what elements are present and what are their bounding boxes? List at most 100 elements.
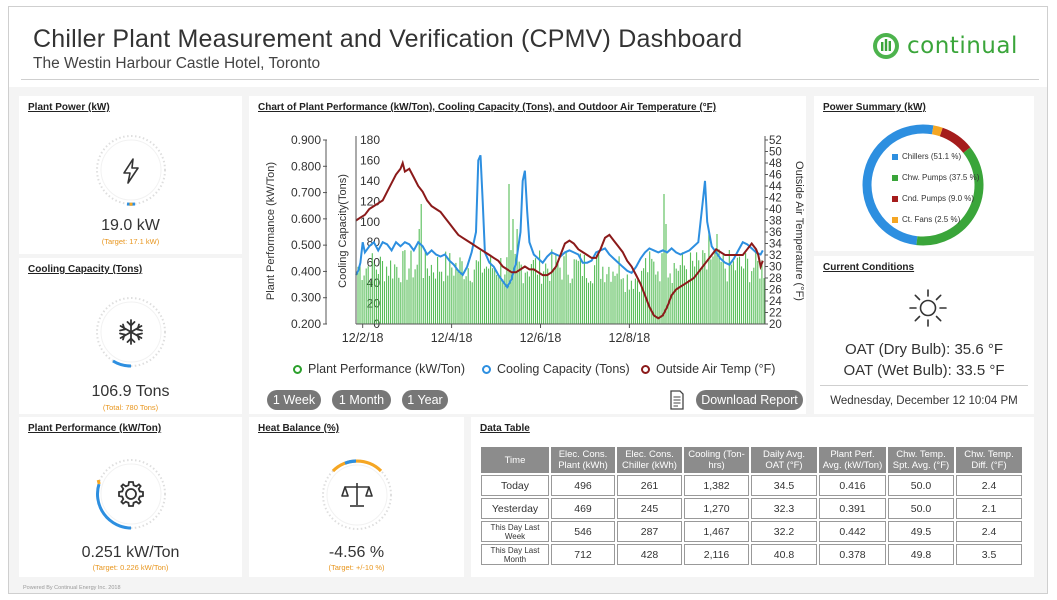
y3-tick-label: 46: [769, 170, 782, 182]
legend-label-cooling: Cooling Capacity (Tons): [497, 362, 630, 376]
y2-tick-label: 100: [360, 215, 380, 229]
x-tick-label: 12/4/18: [431, 331, 473, 345]
table-cell: 32.3: [751, 498, 817, 519]
y1-tick-label: 0.600: [291, 212, 321, 226]
y3-tick-label: 22: [769, 308, 782, 320]
col-elec-plant: Elec. Cons. Plant (kWh): [551, 447, 615, 473]
y3-tick-label: 30: [769, 262, 782, 274]
dashboard-frame: Chiller Plant Measurement and Verificati…: [8, 6, 1048, 594]
ps-legend-chw-pumps: Chw. Pumps (37.5 %): [892, 173, 980, 182]
download-report-button[interactable]: Download Report: [696, 390, 803, 410]
table-cell: 0.391: [819, 498, 886, 519]
col-chw-spt: Chw. Temp. Spt. Avg. (°F): [888, 447, 954, 473]
legend-label-performance: Plant Performance (kW/Ton): [308, 362, 465, 376]
y3-tick-label: 42: [769, 193, 782, 205]
power-summary-title: Power Summary (kW): [823, 102, 926, 113]
legend-label-oat: Outside Air Temp (°F): [656, 362, 776, 376]
plant-performance-gauge: [96, 459, 166, 530]
legend-marker-cooling: [482, 364, 491, 374]
legend-item-cooling[interactable]: Cooling Capacity (Tons): [482, 362, 630, 376]
data-table-panel: Data Table Time Elec. Cons. Plant (kWh) …: [471, 417, 1034, 577]
range-1-week-button[interactable]: 1 Week: [267, 390, 321, 410]
plant-power-gauge: [96, 135, 166, 206]
ps-swatch-chillers: [892, 153, 898, 160]
ps-swatch-cnd-pumps: [892, 195, 898, 202]
plant-power-title: Plant Power (kW): [28, 102, 110, 113]
page-subtitle: The Westin Harbour Castle Hotel, Toronto: [33, 55, 321, 72]
outside-air-temp-line: [355, 159, 764, 320]
heat-balance-title: Heat Balance (%): [258, 423, 340, 434]
x-tick-label: 12/8/18: [609, 331, 651, 345]
oat-dry-bulb: OAT (Dry Bulb): 35.6 °F: [845, 341, 1003, 358]
table-cell: 1,382: [684, 475, 749, 496]
ps-label-chillers: Chillers (51.1 %): [902, 152, 962, 161]
table-cell: 2.4: [956, 521, 1022, 542]
page-title: Chiller Plant Measurement and Verificati…: [33, 25, 743, 53]
col-chw-diff: Chw. Temp. Diff. (°F): [956, 447, 1022, 473]
plant-power-target: (Target: 17.1 kW): [101, 237, 160, 246]
table-cell: 287: [617, 521, 682, 542]
y1-tick-label: 0.900: [291, 133, 321, 147]
table-cell: 34.5: [751, 475, 817, 496]
y3-tick-label: 32: [769, 250, 782, 262]
continual-logo-icon: [873, 33, 899, 59]
y1-tick-label: 0.400: [291, 264, 321, 278]
table-cell: 40.8: [751, 544, 817, 565]
col-daily-oat: Daily Avg. OAT (°F): [751, 447, 817, 473]
legend-item-oat[interactable]: Outside Air Temp (°F): [641, 362, 775, 376]
table-cell: 712: [551, 544, 615, 565]
ps-legend-chillers: Chillers (51.1 %): [892, 152, 961, 161]
ps-legend-cnd-pumps: Cnd. Pumps (9.0 %): [892, 194, 974, 203]
y3-tick-label: 52: [769, 135, 782, 147]
table-row: This Day Last Month 712 428 2,116 40.8 0…: [481, 544, 1022, 565]
donut-segment-chw-pumps[interactable]: [916, 147, 984, 246]
plant-performance-target: (Target: 0.226 kW/Ton): [92, 563, 169, 572]
document-icon[interactable]: [669, 390, 685, 410]
table-cell: 50.0: [888, 475, 954, 496]
table-cell: 1,270: [684, 498, 749, 519]
y3-tick-label: 26: [769, 285, 782, 297]
table-cell: 245: [617, 498, 682, 519]
current-datetime: Wednesday, December 12 10:04 PM: [830, 395, 1018, 407]
performance-chart-panel: Chart of Plant Performance (kW/Ton), Coo…: [249, 96, 806, 414]
y3-tick-label: 40: [769, 204, 782, 216]
y2-tick-label: 120: [360, 194, 380, 208]
table-cell: 0.442: [819, 521, 886, 542]
table-row: Today 496 261 1,382 34.5 0.416 50.0 2.4: [481, 475, 1022, 496]
y2-tick-label: 140: [360, 174, 380, 188]
table-cell: 2.1: [956, 498, 1022, 519]
table-cell: 0.416: [819, 475, 886, 496]
table-cell: 496: [551, 475, 615, 496]
power-summary-donut: [862, 124, 984, 246]
lightning-icon: [123, 158, 139, 184]
x-tick-label: 12/2/18: [342, 331, 384, 345]
table-header-row: Time Elec. Cons. Plant (kWh) Elec. Cons.…: [481, 447, 1022, 473]
donut-segment-ct-fans[interactable]: [931, 125, 943, 137]
y3-tick-label: 20: [769, 319, 782, 331]
footer-text: Powered By Continual Energy Inc. 2018: [23, 585, 121, 591]
plant-performance-title: Plant Performance (kW/Ton): [28, 423, 162, 434]
y1-tick-label: 0.800: [291, 159, 321, 173]
y3-tick-label: 38: [769, 216, 782, 228]
y3-tick-label: 24: [769, 296, 782, 308]
range-1-month-button[interactable]: 1 Month: [332, 390, 391, 410]
y3-tick-label: 48: [769, 158, 782, 170]
table-cell: This Day Last Week: [481, 521, 549, 542]
ps-swatch-ct-fans: [892, 216, 898, 223]
scale-icon: [341, 483, 373, 507]
plant-power-panel: Plant Power (kW) 19.0 kW (Target: 17.1 k…: [19, 96, 242, 254]
table-cell: 546: [551, 521, 615, 542]
table-cell: 1,467: [684, 521, 749, 542]
data-table: Time Elec. Cons. Plant (kWh) Elec. Cons.…: [479, 445, 1024, 567]
y-axis-label-performance: Plant Performance (kW/Ton): [265, 162, 277, 300]
table-cell: 0.378: [819, 544, 886, 565]
donut-segment-chillers[interactable]: [862, 124, 934, 246]
gear-icon: [118, 481, 144, 507]
plant-performance-value: 0.251 kW/Ton: [81, 544, 180, 561]
range-1-year-button[interactable]: 1 Year: [402, 390, 448, 410]
y3-tick-label: 44: [769, 181, 782, 193]
legend-item-performance[interactable]: Plant Performance (kW/Ton): [293, 362, 465, 376]
chart-title: Chart of Plant Performance (kW/Ton), Coo…: [258, 102, 717, 113]
donut-segment-cnd-pumps[interactable]: [939, 127, 971, 153]
header-divider: [21, 79, 1039, 80]
